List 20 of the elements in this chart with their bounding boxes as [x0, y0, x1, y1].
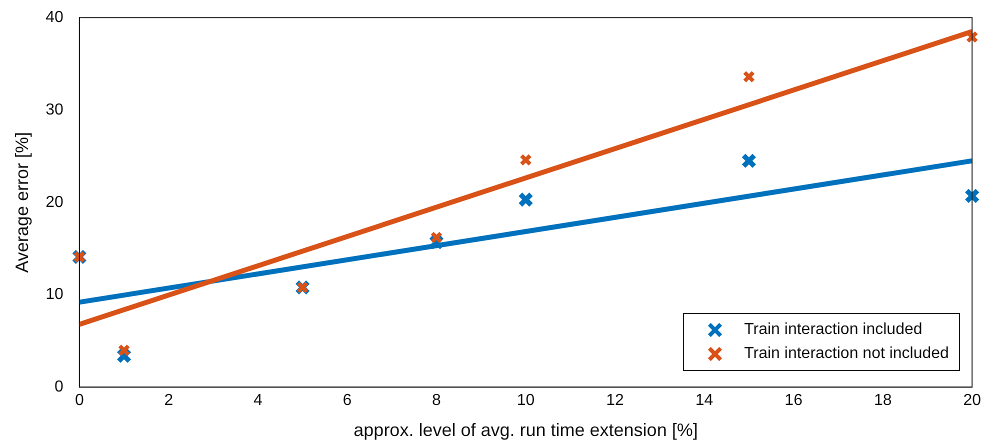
- y-tick-label: 0: [54, 378, 64, 396]
- x-tick-label: 6: [342, 392, 352, 410]
- x-tick-label: 10: [516, 392, 535, 410]
- x-tick-label: 0: [74, 392, 84, 410]
- y-axis-title: Average error [%]: [12, 132, 32, 273]
- y-tick-label: 40: [46, 9, 64, 26]
- x-tick-label: 8: [432, 392, 442, 410]
- x-tick-label: 14: [695, 392, 714, 410]
- y-tick-label: 10: [46, 286, 64, 304]
- y-tick-label: 20: [46, 194, 64, 211]
- x-tick-label: 4: [253, 392, 262, 410]
- x-tick-label: 18: [874, 392, 892, 410]
- legend-label: Train interaction included: [744, 321, 922, 340]
- x-tick-label: 16: [784, 392, 803, 410]
- x-tick-label: 12: [606, 392, 624, 410]
- legend-label: Train interaction not included: [744, 345, 949, 364]
- x-axis-title: approx. level of avg. run time extension [%]: [354, 420, 698, 440]
- x-tick-label: 2: [164, 392, 174, 410]
- y-tick-label: 30: [46, 101, 64, 118]
- x-tick-label: 20: [963, 392, 982, 410]
